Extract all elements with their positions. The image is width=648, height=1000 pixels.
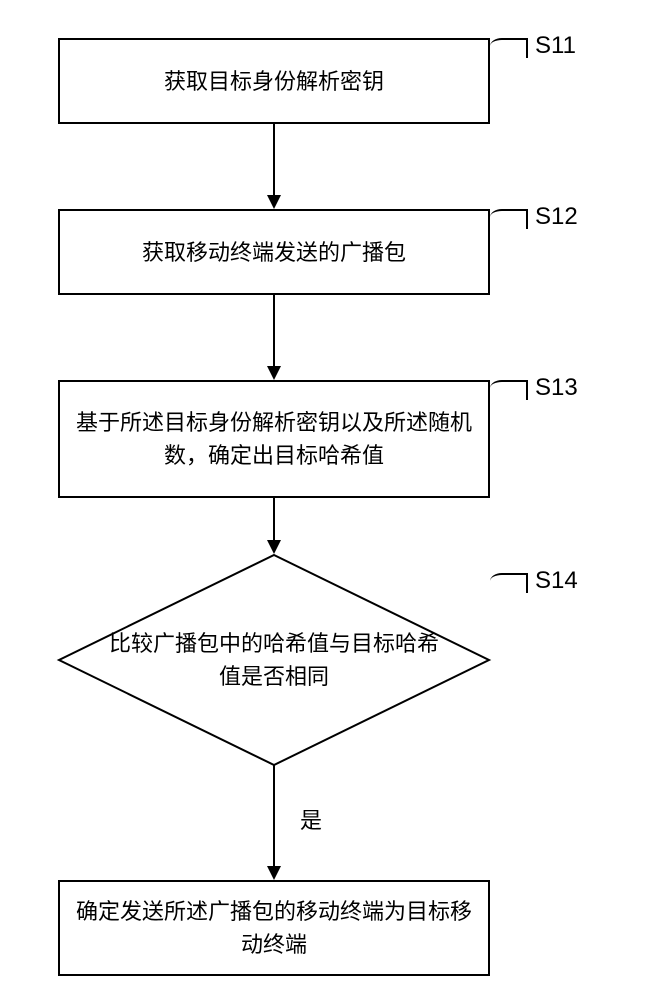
bracket-s12 [490,209,528,229]
yes-label: 是 [300,808,322,834]
node-s13-text: 基于所述目标身份解析密钥以及所述随机数，确定出目标哈希值 [70,406,478,472]
step-label-s13: S13 [535,374,578,403]
bracket-s14 [490,573,528,593]
node-s11-text: 获取目标身份解析密钥 [164,65,384,98]
step-label-s12: S12 [535,203,578,232]
node-s15-text: 确定发送所述广播包的移动终端为目标移动终端 [70,895,478,961]
arrow-1-line [273,124,275,195]
node-s11: 获取目标身份解析密钥 [58,38,490,124]
node-s13: 基于所述目标身份解析密钥以及所述随机数，确定出目标哈希值 [58,380,490,498]
arrow-2-head [267,366,281,380]
arrow-1-head [267,195,281,209]
step-label-s14: S14 [535,567,578,596]
bracket-s13 [490,380,528,400]
arrow-2-line [273,295,275,366]
bracket-s11 [490,38,528,58]
node-s15: 确定发送所述广播包的移动终端为目标移动终端 [58,880,490,976]
arrow-4-head [267,866,281,880]
node-s14-text: 比较广播包中的哈希值与目标哈希值是否相同 [100,627,448,693]
flowchart-canvas: 获取目标身份解析密钥 S11 获取移动终端发送的广播包 S12 基于所述目标身份… [0,0,648,1000]
arrow-3-line [273,498,275,542]
arrow-3-head [267,540,281,554]
step-label-s11: S11 [535,32,576,61]
node-s12-text: 获取移动终端发送的广播包 [142,236,406,269]
node-s14-text-wrap: 比较广播包中的哈希值与目标哈希值是否相同 [100,610,448,710]
node-s12: 获取移动终端发送的广播包 [58,209,490,295]
arrow-4-line [273,765,275,868]
